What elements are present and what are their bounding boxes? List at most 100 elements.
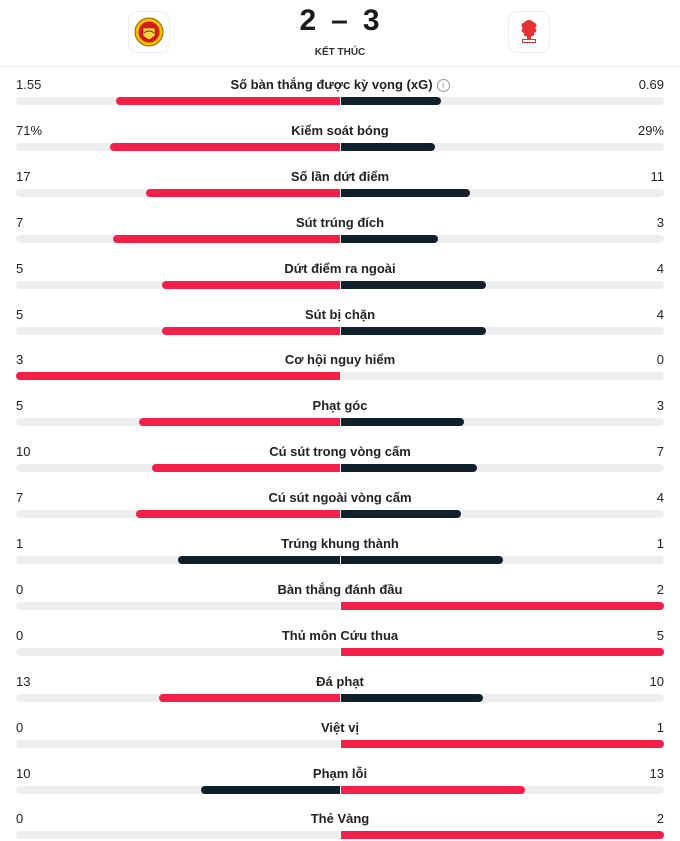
home-stat-track	[16, 234, 340, 243]
home-stat-bar	[146, 188, 340, 197]
stat-label-text: Việt vị	[320, 719, 360, 735]
stat-label-text: Phạt góc	[312, 398, 368, 414]
away-stat-bar	[341, 418, 464, 427]
stat-label: Số lần dứt điểm	[0, 169, 680, 185]
stat-label-text: Số lần dứt điểm	[290, 168, 390, 184]
away-stat-track	[341, 510, 664, 519]
away-stat-track	[341, 647, 664, 656]
away-stat-value: 3	[656, 214, 664, 230]
home-stat-value: 1.55	[16, 77, 42, 92]
away-stat-track	[341, 142, 664, 151]
score-separator: –	[331, 4, 349, 37]
stat-row: 10 Phạm lỗi 13	[0, 766, 680, 796]
stat-label-text: Số bàn thắng được kỳ vọng (xG)	[230, 77, 433, 92]
away-stat-bar	[341, 188, 470, 197]
home-stat-track	[16, 188, 340, 197]
stat-label: Cơ hội nguy hiểm	[0, 352, 680, 368]
away-score: 3	[362, 4, 381, 37]
info-icon[interactable]: i	[436, 79, 450, 92]
stat-row: 5 Phạt góc 3	[0, 398, 680, 428]
stat-row: 1 Trúng khung thành 1	[0, 536, 680, 566]
stat-row: 17 Số lần dứt điểm 11	[0, 169, 680, 199]
stat-label-text: Trúng khung thành	[281, 536, 399, 551]
stat-label-text: Sút trúng đích	[295, 214, 385, 230]
stat-row: 10 Cú sút trong vòng cấm 7	[0, 444, 680, 474]
home-stat-value: 17	[16, 168, 31, 184]
stat-label-text: Phạm lỗi	[312, 765, 368, 781]
away-stat-value: 5	[656, 627, 664, 643]
home-stat-track	[16, 693, 340, 702]
home-stat-value: 7	[16, 490, 24, 506]
stat-label: Thẻ Vàng	[0, 811, 680, 827]
home-stat-bar	[152, 464, 340, 473]
away-stat-track	[341, 693, 664, 702]
home-stat-value: 5	[16, 398, 24, 414]
home-stat-track	[16, 142, 340, 151]
stat-label-text: Thủ môn Cứu thua	[281, 627, 399, 643]
stat-label-text: Cú sút trong vòng cấm	[269, 444, 411, 460]
stat-label: Số bàn thắng được kỳ vọng (xG) i	[0, 77, 680, 93]
home-stat-value: 5	[16, 260, 24, 276]
away-stat-track	[341, 831, 664, 840]
away-stat-value: 4	[656, 490, 664, 506]
away-stat-bar	[341, 831, 664, 840]
stat-label-text: Đá phạt	[316, 673, 364, 689]
stat-row: 3 Cơ hội nguy hiểm 0	[0, 352, 680, 382]
away-stat-value: 2	[656, 581, 664, 597]
stat-row: 0 Thủ môn Cứu thua 5	[0, 628, 680, 658]
home-stat-bar	[162, 326, 340, 335]
home-stat-value: 0	[16, 719, 24, 735]
away-stat-track	[341, 418, 664, 427]
away-team-logo[interactable]	[509, 12, 549, 52]
home-stat-bar	[110, 142, 340, 151]
away-stat-bar	[341, 693, 483, 702]
header-divider	[0, 66, 680, 67]
home-stat-bar	[201, 785, 340, 794]
home-stat-value: 10	[16, 444, 31, 460]
away-stat-track	[341, 188, 664, 197]
away-stat-value: 3	[656, 398, 664, 414]
stat-label: Đá phạt	[0, 674, 680, 690]
away-stat-value: 29%	[637, 122, 664, 138]
away-stat-value: 4	[656, 306, 664, 322]
home-stat-value: 1	[16, 536, 24, 551]
away-stat-bar	[341, 280, 486, 289]
away-stat-value: 11	[650, 168, 665, 184]
away-stat-bar	[341, 785, 525, 794]
home-stat-track	[16, 280, 340, 289]
away-stat-value: 10	[649, 673, 664, 689]
away-stat-bar	[341, 234, 438, 243]
match-header: 2–3 KẾT THÚC	[0, 0, 680, 67]
away-stat-value: 7	[656, 444, 664, 460]
away-stat-value: 1	[656, 536, 664, 551]
home-stat-value: 13	[16, 673, 31, 689]
home-stat-bar	[113, 234, 340, 243]
home-stat-value: 0	[16, 811, 24, 827]
away-stat-value: 0.69	[638, 77, 664, 92]
stat-label: Kiểm soát bóng	[0, 123, 680, 139]
away-stat-track	[341, 280, 664, 289]
stat-label-text: Cơ hội nguy hiểm	[284, 352, 396, 368]
stat-label: Bàn thắng đánh đầu	[0, 582, 680, 598]
home-stat-value: 10	[16, 765, 31, 781]
stat-label: Cú sút trong vòng cấm	[0, 444, 680, 460]
home-stat-value: 71%	[16, 122, 43, 138]
stat-row: 13 Đá phạt 10	[0, 674, 680, 704]
away-stat-value: 13	[649, 765, 664, 781]
home-stat-track	[16, 510, 340, 519]
stat-label-text: Dứt điểm ra ngoài	[284, 260, 396, 276]
home-stat-value: 5	[16, 306, 24, 322]
home-stat-track	[16, 326, 340, 335]
manchester-united-crest-icon	[134, 17, 164, 47]
away-stat-bar	[341, 510, 461, 519]
home-stat-value: 0	[16, 581, 24, 597]
stat-label: Phạm lỗi	[0, 766, 680, 782]
home-stat-track	[16, 464, 340, 473]
home-stat-track	[16, 97, 340, 105]
stat-label: Sút bị chặn	[0, 307, 680, 323]
away-stat-track	[341, 97, 664, 105]
home-team-logo[interactable]	[129, 12, 169, 52]
home-stat-value: 7	[16, 214, 24, 230]
home-stat-track	[16, 647, 340, 656]
stat-label: Cú sút ngoài vòng cấm	[0, 490, 680, 506]
